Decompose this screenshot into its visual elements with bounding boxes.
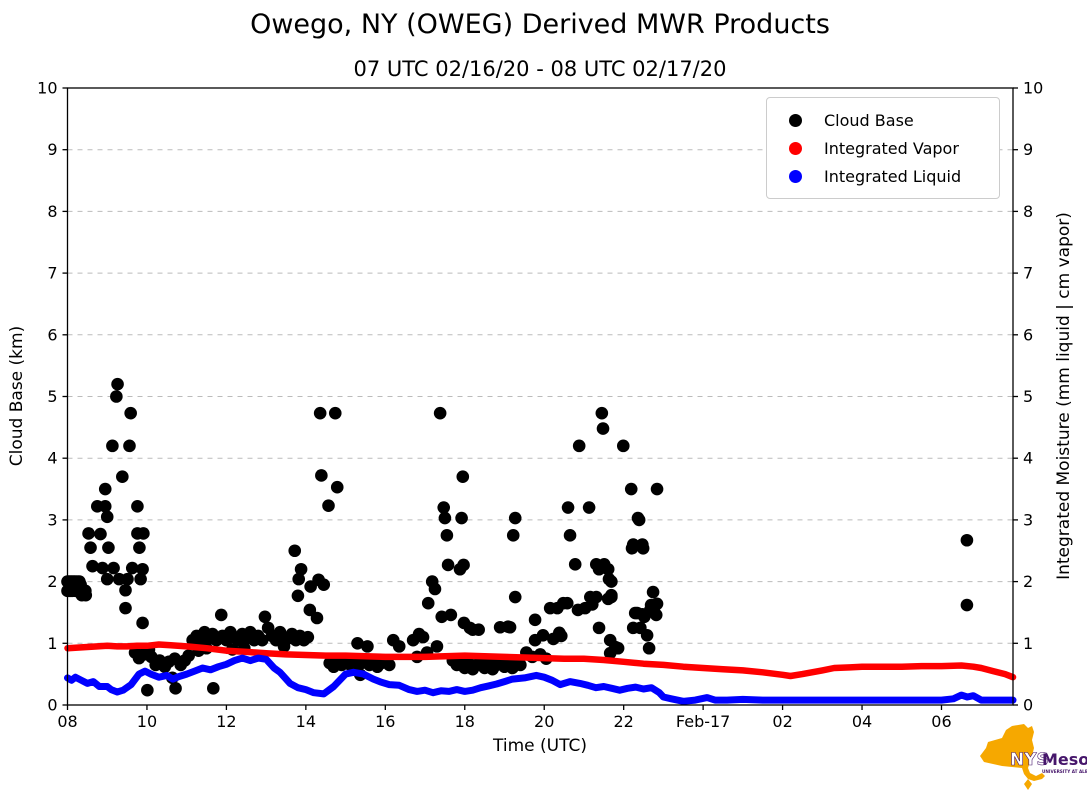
series-cloud-base: [61, 377, 974, 697]
nys-text: NYS: [1010, 750, 1049, 770]
legend-item-integrated-liquid: Integrated Liquid: [781, 162, 989, 190]
svg-text:7: 7: [1023, 264, 1033, 283]
svg-text:4: 4: [47, 449, 57, 468]
chart-title: Owego, NY (OWEG) Derived MWR Products: [250, 9, 830, 40]
mesonet-text: Mesonet: [1042, 750, 1087, 769]
series-integrated-vapor: [64, 641, 1017, 681]
chart-subtitle: 07 UTC 02/16/20 - 08 UTC 02/17/20: [353, 57, 727, 81]
svg-text:8: 8: [1023, 202, 1033, 221]
svg-text:Feb-17: Feb-17: [676, 712, 730, 731]
svg-text:0: 0: [1023, 696, 1033, 715]
legend: Cloud Base Integrated Vapor Integrated L…: [766, 97, 1000, 199]
cloud-base-marker-icon: [789, 113, 802, 127]
svg-text:5: 5: [1023, 387, 1033, 406]
svg-text:14: 14: [296, 712, 316, 731]
svg-text:9: 9: [1023, 140, 1033, 159]
svg-text:10: 10: [1023, 79, 1043, 98]
svg-text:1: 1: [47, 634, 57, 653]
integrated-vapor-marker-icon: [789, 141, 802, 155]
legend-item-integrated-vapor: Integrated Vapor: [781, 134, 989, 162]
svg-text:3: 3: [1023, 510, 1033, 529]
svg-text:9: 9: [47, 140, 57, 159]
svg-text:10: 10: [37, 79, 57, 98]
svg-text:6: 6: [1023, 325, 1033, 344]
svg-text:4: 4: [1023, 449, 1033, 468]
legend-label: Integrated Vapor: [824, 138, 959, 158]
svg-text:3: 3: [47, 510, 57, 529]
nys-mesonet-logo: NYS Mesonet UNIVERSITY AT ALBANY: [980, 724, 1087, 790]
integrated-liquid-marker-icon: [789, 169, 802, 183]
legend-item-cloud-base: Cloud Base: [781, 106, 989, 134]
svg-text:16: 16: [375, 712, 395, 731]
svg-text:08: 08: [57, 712, 77, 731]
svg-text:22: 22: [613, 712, 633, 731]
svg-text:02: 02: [772, 712, 792, 731]
svg-text:2: 2: [47, 572, 57, 591]
svg-text:06: 06: [931, 712, 951, 731]
svg-text:2: 2: [1023, 572, 1033, 591]
svg-text:6: 6: [47, 325, 57, 344]
gridlines: [67, 149, 1013, 644]
new-york-state-icon: [980, 724, 1045, 790]
legend-label: Integrated Liquid: [824, 166, 962, 186]
x-axis: 08 10 12 14 16 18 20 22 Feb-17 02 04 06: [57, 705, 952, 731]
svg-text:8: 8: [47, 202, 57, 221]
y-axis-right: 0 1 2 3 4 5 6 7 8 9 10: [1013, 79, 1043, 715]
svg-text:0: 0: [47, 696, 57, 715]
y-axis-left: 0 1 2 3 4 5 6 7 8 9 10: [37, 79, 68, 715]
series-integrated-liquid: [64, 654, 1017, 705]
svg-text:7: 7: [47, 264, 57, 283]
legend-label: Cloud Base: [824, 110, 914, 130]
x-axis-label: Time (UTC): [493, 736, 587, 756]
svg-text:12: 12: [216, 712, 236, 731]
svg-text:20: 20: [534, 712, 554, 731]
svg-text:10: 10: [137, 712, 157, 731]
svg-text:1: 1: [1023, 634, 1033, 653]
svg-text:5: 5: [47, 387, 57, 406]
svg-text:04: 04: [852, 712, 872, 731]
university-at-albany-text: UNIVERSITY AT ALBANY: [1042, 769, 1087, 774]
svg-text:18: 18: [455, 712, 475, 731]
